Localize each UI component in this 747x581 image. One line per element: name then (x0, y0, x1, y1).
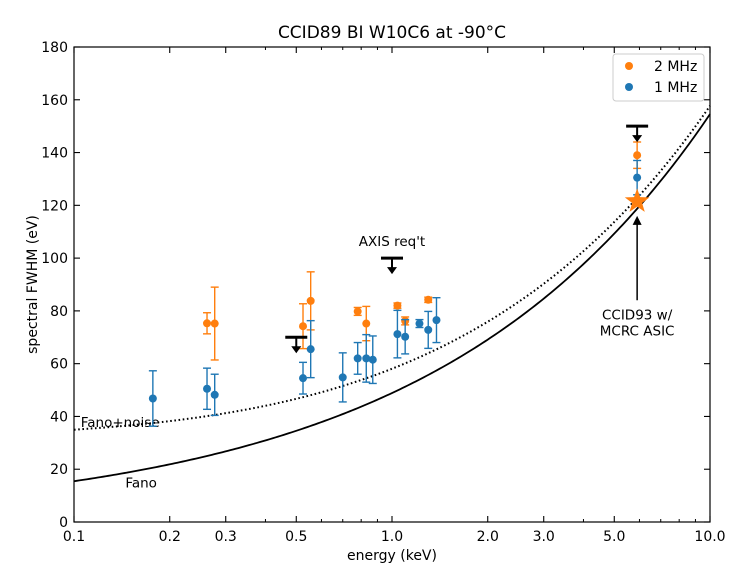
x-tick-label-0: 0.1 (63, 529, 85, 545)
annotation-arrow-head (632, 215, 642, 225)
marker (362, 319, 371, 328)
data-layer (148, 141, 650, 427)
point-2mhz-0 (203, 312, 212, 335)
marker (299, 374, 308, 383)
y-axis-label: spectral FWHM (eV) (25, 215, 41, 354)
x-tick-label-4: 1.0 (381, 529, 403, 545)
point-1mhz-5 (338, 352, 347, 403)
legend-box (612, 53, 705, 102)
marker (633, 173, 642, 182)
point-1mhz-10 (401, 318, 410, 355)
y-tick-label-0: 0 (59, 515, 68, 531)
upper-limit-2 (626, 124, 649, 143)
x-tick-label-2: 0.3 (215, 529, 237, 545)
marker (210, 390, 219, 399)
chart-title: CCID89 BI W10C6 at -90°C (278, 23, 506, 43)
upper-limit-arrowhead (632, 135, 643, 143)
annotation-layer: AXIS req't CCID93 w/MCRC ASIC (285, 124, 675, 354)
marker (401, 332, 410, 341)
point-2mhz-2 (299, 303, 308, 350)
x-tick-label-6: 3.0 (533, 529, 555, 545)
curve-label-1: Fano (125, 476, 157, 492)
curve-fano-noise (73, 105, 711, 431)
y-tick-label-8: 160 (41, 93, 68, 109)
marker (362, 354, 371, 363)
point-1mhz-1 (203, 367, 212, 411)
marker (424, 325, 433, 334)
point-1mhz-6 (353, 341, 362, 375)
marker (210, 319, 219, 328)
curve-fano (73, 113, 711, 483)
marker (148, 394, 157, 403)
marker (203, 384, 212, 393)
point-1mhz-9 (393, 309, 402, 359)
marker (393, 301, 402, 310)
marker (415, 319, 424, 328)
legend-marker-2mhz (625, 62, 633, 70)
y-tick-label-7: 140 (41, 146, 68, 162)
y-tick-label-6: 120 (41, 198, 68, 214)
upper-limit-arrowhead (387, 267, 397, 275)
annotation-1-line-1: MCRC ASIC (600, 323, 675, 339)
reference-star-0 (624, 188, 650, 212)
legend-marker-1mhz (625, 83, 633, 91)
ticks-layer: 0.1 0.2 0.3 0.5 1.0 2.0 3.0 5.0 10.0 0 20 40 60 80 100… (41, 40, 725, 545)
marker (353, 307, 362, 316)
upper-limit-0 (285, 335, 308, 354)
x-axis-label: energy (keV) (347, 548, 437, 564)
marker (306, 345, 315, 354)
upper-limit-1 (381, 256, 403, 275)
point-1mhz-7 (362, 333, 371, 383)
annotation-1-line-0: CCID93 w/ (602, 307, 673, 323)
y-tick-label-4: 80 (50, 304, 68, 320)
x-tick-label-1: 0.2 (159, 529, 181, 545)
marker (368, 355, 377, 364)
legend-label-1mhz: 1 MHz (654, 80, 697, 96)
point-1mhz-13 (432, 296, 441, 344)
point-2mhz-4 (353, 306, 362, 317)
y-tick-label-1: 20 (50, 462, 68, 478)
curves-layer: Fano+noise Fano (73, 105, 711, 492)
y-tick-label-2: 40 (50, 409, 68, 425)
legend-label-2mhz: 2 MHz (654, 59, 697, 75)
point-2mhz-8 (424, 295, 433, 304)
annotation-0: AXIS req't (359, 234, 425, 250)
y-tick-label-3: 60 (50, 357, 68, 373)
marker (633, 151, 642, 160)
upper-limit-arrowhead (291, 346, 302, 354)
point-2mhz-6 (393, 301, 402, 310)
marker (299, 322, 308, 331)
y-tick-label-5: 100 (41, 251, 68, 267)
point-1mhz-2 (210, 373, 219, 417)
marker (338, 373, 347, 382)
curve-label-0: Fano+noise (81, 415, 160, 431)
legend: 2 MHz 1 MHz (612, 53, 705, 102)
point-1mhz-11 (415, 318, 424, 329)
marker (353, 354, 362, 363)
point-1mhz-8 (368, 335, 377, 385)
point-1mhz-4 (306, 319, 315, 379)
x-tick-label-7: 5.0 (603, 529, 625, 545)
point-1mhz-3 (299, 361, 308, 395)
x-tick-label-3: 0.5 (285, 529, 307, 545)
y-tick-label-9: 180 (41, 40, 68, 56)
point-2mhz-5 (362, 305, 371, 342)
marker (393, 330, 402, 339)
point-2mhz-1 (210, 286, 219, 361)
point-1mhz-0 (148, 370, 157, 427)
plot-frame (73, 46, 711, 523)
x-tick-label-8: 10.0 (694, 529, 725, 545)
x-tick-label-5: 2.0 (477, 529, 499, 545)
marker (432, 316, 441, 325)
point-1mhz-12 (424, 310, 433, 350)
marker (203, 319, 212, 328)
marker (306, 296, 315, 305)
marker (424, 295, 433, 304)
